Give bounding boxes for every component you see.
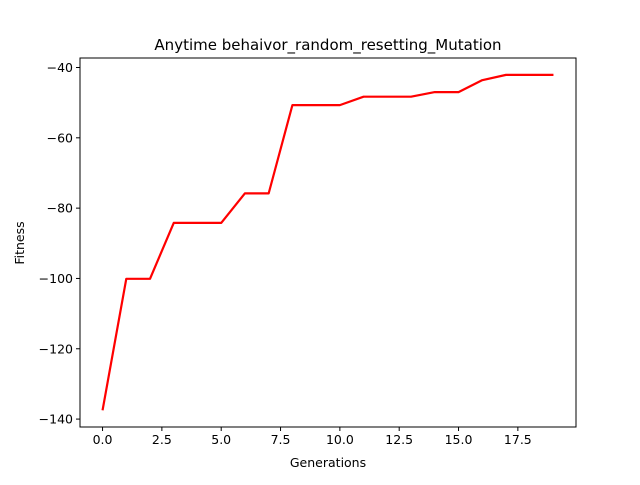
axes-frame (79, 57, 577, 428)
y-tick-label: −100 (39, 271, 73, 286)
y-axis-label: Fitness (12, 221, 27, 264)
x-tick-label: 10.0 (326, 432, 354, 447)
y-tick-label: −80 (47, 201, 73, 216)
x-tick-label: 17.5 (504, 432, 532, 447)
y-tick-label: −140 (39, 412, 73, 427)
x-tick-label: 5.0 (211, 432, 231, 447)
plot-area: 0.0 2.5 5.0 7.5 10.0 12.5 15.0 17.5 −140 −120 −100… (39, 57, 577, 447)
x-tick-label: 12.5 (385, 432, 413, 447)
x-tick-label: 2.5 (152, 432, 172, 447)
y-tick-label: −120 (39, 341, 73, 356)
y-tick-label: −40 (47, 60, 73, 75)
x-tick-label: 15.0 (445, 432, 473, 447)
x-axis-label: Generations (290, 455, 366, 470)
series-line-0 (101, 73, 554, 411)
x-tick-label: 7.5 (271, 432, 291, 447)
x-tick-label: 0.0 (93, 432, 113, 447)
y-tick-label: −60 (47, 130, 73, 145)
chart-title: Anytime behaivor_random_resetting_Mutati… (154, 36, 501, 55)
